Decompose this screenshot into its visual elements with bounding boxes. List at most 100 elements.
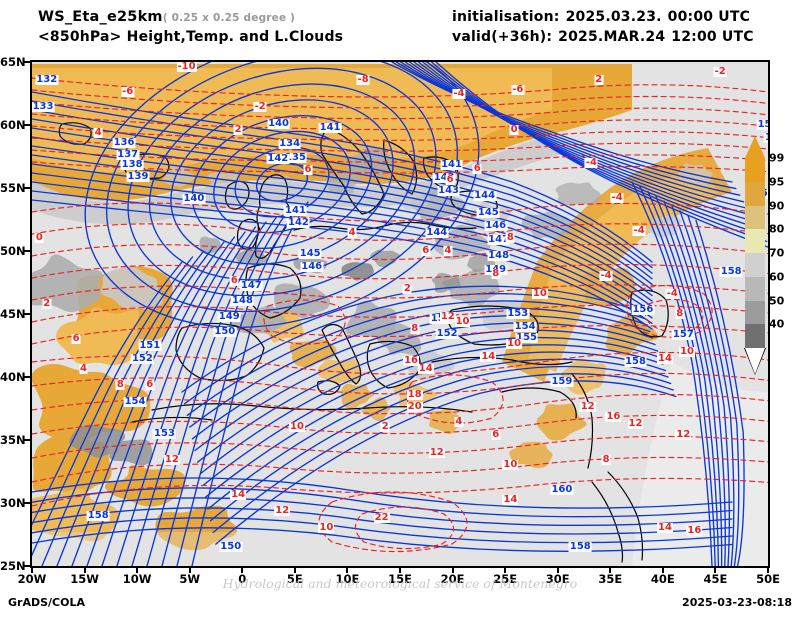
temperature-contour-label: 8 <box>410 323 420 335</box>
colorbar-band <box>745 300 765 325</box>
lat-tick-label: 45N <box>0 307 26 321</box>
lon-tick-label: 35E <box>598 572 623 586</box>
temperature-contour-label: 12 <box>579 401 596 413</box>
lat-tick-label: 25N <box>0 559 26 573</box>
temperature-contour-label: -4 <box>632 224 646 236</box>
temperature-contour-label: 20 <box>406 401 423 413</box>
height-contour-label: 139 <box>126 170 150 182</box>
temperature-contour-label: 10 <box>288 421 305 433</box>
colorbar-tick-label: 50 <box>769 294 785 307</box>
colorbar-tick-label: 90 <box>769 199 785 212</box>
temperature-contour-label: 14 <box>480 350 497 362</box>
height-contour-label: 145 <box>476 207 500 219</box>
temperature-contour-label: 10 <box>454 315 471 327</box>
lon-tick-label: 30E <box>545 572 570 586</box>
height-contour-label: 141 <box>284 204 307 216</box>
lon-tick-label: 5W <box>179 572 201 586</box>
temperature-contour-label: 14 <box>502 494 519 506</box>
lon-tick-label: 25E <box>493 572 518 586</box>
lat-tick-label: 60N <box>0 118 26 132</box>
lon-tick-label: 20W <box>17 572 47 586</box>
lat-tick-label: 30N <box>0 496 26 510</box>
colorbar-tick-label: 99 <box>769 151 785 165</box>
lat-tick-label: 35N <box>0 433 26 447</box>
temperature-contour-label: 14 <box>656 353 673 365</box>
temperature-contour-label: 14 <box>417 363 434 375</box>
height-contour-label: 141 <box>440 159 463 171</box>
map-plot-area[interactable]: 132 133 136 137 138 139 140 134 135 140 141 141 142 1… <box>30 60 770 568</box>
height-contour-label: 132 <box>35 73 59 85</box>
colorbar-tick-label: 80 <box>769 222 785 236</box>
height-contour-label: 137 <box>116 149 140 161</box>
height-contour-label: 140 <box>267 117 290 129</box>
height-contour-label: 147 <box>487 233 511 245</box>
colorbar-tick-label: 60 <box>769 270 785 284</box>
lat-tick-mark <box>24 61 31 63</box>
temperature-contour-label: -10 <box>176 61 197 73</box>
temperature-contour-label: 8 <box>601 454 611 466</box>
temperature-contour-label: -6 <box>121 86 135 98</box>
height-contour-label: 146 <box>484 219 508 231</box>
colorbar-tick-label: 40 <box>769 317 785 331</box>
height-contour-label: 158 <box>719 266 743 278</box>
lat-tick-mark <box>24 565 31 567</box>
height-contour-label: 144 <box>425 227 449 239</box>
height-contour-label: 147 <box>239 280 263 292</box>
lat-tick-mark <box>24 250 31 252</box>
temperature-contour-label: 10 <box>502 459 519 471</box>
lon-tick-label: 5E <box>286 572 303 586</box>
temperature-contour-label: 12 <box>274 504 291 516</box>
height-contour-label: 154 <box>123 396 147 408</box>
colorbar-band <box>745 324 765 349</box>
colorbar-band <box>745 276 765 301</box>
temperature-contour-label: 18 <box>406 388 423 400</box>
model-resolution: ( 0.25 x 0.25 degree ) <box>162 12 296 24</box>
temperature-contour-label: 2 <box>233 124 243 136</box>
level-fields-line: <850hPa> Height,Temp. and L.Clouds <box>38 26 343 46</box>
temperature-contour-label: 16 <box>403 354 419 366</box>
lon-tick-mark <box>346 566 349 573</box>
height-contour-label: 148 <box>231 295 254 307</box>
temperature-contour-label: 4 <box>79 363 88 375</box>
lon-tick-mark <box>714 566 717 573</box>
temperature-contour-label: 8 <box>491 267 501 279</box>
temperature-contour-label: -6 <box>511 83 525 95</box>
colorbar-band <box>745 229 765 254</box>
height-contour-label: 145 <box>298 247 322 259</box>
height-contour-label: 155 <box>515 331 539 343</box>
height-contour-label: 133 <box>32 101 55 113</box>
temperature-contour-label: 14 <box>230 489 247 501</box>
initialisation-line: initialisation: 2025.03.23. 00:00 UTC <box>452 6 754 26</box>
lat-tick-label: 65N <box>0 55 26 69</box>
lat-tick-mark <box>24 376 31 378</box>
header-left-block: WS_Eta_e25km( 0.25 x 0.25 degree ) <850h… <box>38 6 343 46</box>
chart-footer: GrADS/COLA 2025-03-23-08:18 <box>0 596 800 618</box>
height-contour-label: 159 <box>550 376 574 388</box>
temperature-contour-label: 12 <box>163 454 180 466</box>
height-contour-label: 153 <box>756 120 768 130</box>
height-contour-label: 150 <box>213 325 237 337</box>
temperature-contour-label: 12 <box>439 310 456 322</box>
lon-tick-label: 10W <box>122 572 152 586</box>
temperature-contour-label: 2 <box>594 73 604 85</box>
initialisation-time: 00:00 UTC <box>667 9 751 25</box>
lon-tick-label: 50E <box>756 572 780 586</box>
lat-tick-label: 50N <box>0 244 26 258</box>
height-contour-label: 152 <box>435 328 459 340</box>
lon-tick-mark <box>767 566 769 573</box>
producer-label: GrADS/COLA <box>8 596 85 609</box>
height-contour-label: 158 <box>624 355 647 367</box>
temperature-contour-label: 10 <box>318 522 335 534</box>
lon-tick-mark <box>293 566 296 573</box>
temperature-contour-label: 16 <box>605 411 622 423</box>
model-name: WS_Eta_e25km <box>38 9 163 25</box>
temperature-contour-label: -2 <box>253 101 267 113</box>
map-canvas: 132 133 136 137 138 139 140 134 135 140 141 141 142 1… <box>32 62 768 566</box>
height-contour-label: 142 <box>266 153 290 165</box>
cloud-cover-colorbar[interactable]: 99 95 90 80 70 60 50 40 <box>744 136 784 375</box>
lon-tick-mark <box>504 566 507 573</box>
level-and-fields: <850hPa> Height,Temp. and L.Clouds <box>38 29 344 45</box>
lon-tick-mark <box>31 566 33 573</box>
height-contour-label: 153 <box>153 427 176 439</box>
